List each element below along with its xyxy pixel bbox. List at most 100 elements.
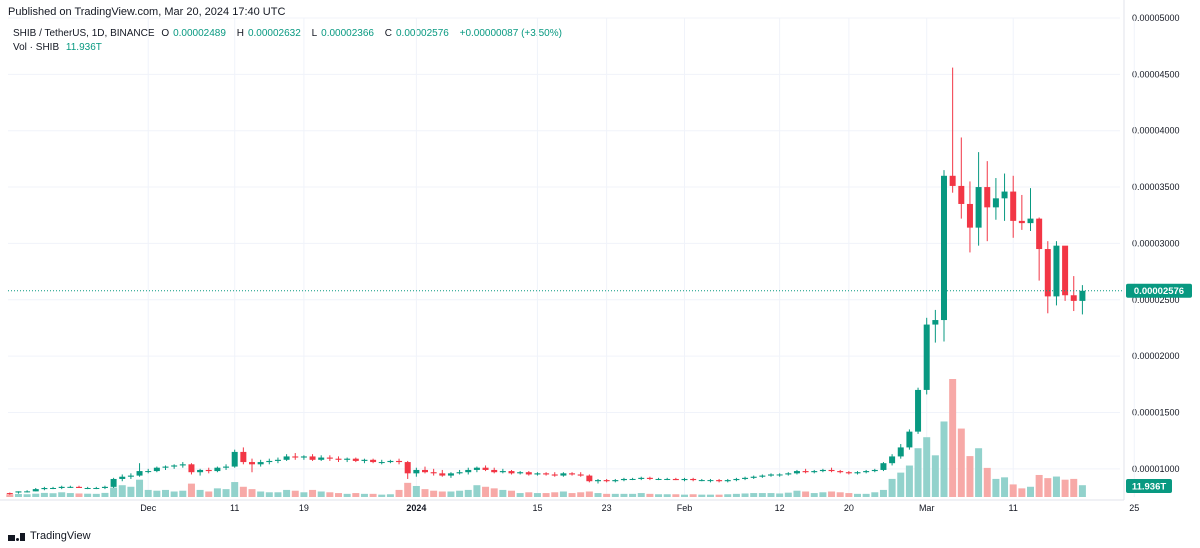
volume-bar — [577, 492, 585, 497]
candle-body — [1070, 295, 1077, 301]
candle-body — [465, 469, 472, 473]
volume-bar — [966, 456, 974, 497]
volume-bar — [404, 482, 412, 497]
volume-bar — [663, 494, 671, 497]
volume-bar — [758, 493, 766, 497]
candle-body — [249, 462, 255, 465]
volume-bar — [438, 491, 446, 497]
x-tick-label: 11 — [230, 503, 239, 513]
candle-body — [716, 480, 723, 482]
candle-body — [84, 487, 91, 489]
candle-body — [543, 473, 550, 475]
x-tick-label: Feb — [677, 503, 693, 513]
candle-body — [499, 471, 506, 473]
volume-bar — [897, 472, 905, 497]
y-tick-label: 0.00002000 — [1132, 351, 1180, 361]
candle-body — [205, 469, 212, 472]
high-label: H — [236, 28, 244, 39]
volume-bar — [1027, 486, 1034, 497]
volume-bar — [196, 489, 204, 497]
high-number: 0.00002632 — [247, 28, 301, 39]
candle-body — [145, 471, 152, 473]
candle-body — [32, 489, 39, 492]
volume-bar — [136, 479, 144, 497]
x-tick-label: 11 — [1009, 503, 1018, 513]
candle-body — [664, 478, 671, 480]
candle-body — [283, 456, 290, 460]
y-tick-label: 0.00001000 — [1132, 464, 1180, 474]
last-price-label: 0.00002576 — [1134, 286, 1184, 297]
candle-body — [569, 473, 576, 475]
volume-bar — [975, 448, 983, 497]
volume-bar — [162, 489, 169, 497]
candle-body — [482, 467, 489, 470]
volume-bar — [58, 492, 66, 497]
volume-bar — [784, 492, 792, 497]
candle-body — [880, 463, 887, 470]
volume-bar — [291, 490, 299, 497]
volume-bar — [1001, 477, 1009, 497]
x-tick-label: 20 — [844, 503, 854, 513]
candle-body — [223, 466, 230, 468]
candle-body — [6, 493, 13, 495]
candle-body — [776, 474, 783, 476]
volume-bar — [715, 494, 723, 497]
candle-body — [629, 478, 636, 480]
volume-bar — [551, 492, 559, 497]
candle-body — [292, 456, 299, 458]
volume-bar — [845, 493, 853, 497]
close-value: C 0.00002576 — [385, 28, 453, 39]
volume-bar — [879, 489, 887, 497]
candle-body — [958, 185, 965, 204]
candle-body — [620, 478, 627, 481]
volume-bar — [499, 489, 507, 497]
volume-bar — [585, 491, 593, 497]
candle-body — [119, 476, 126, 479]
candle-body — [992, 198, 999, 208]
volume-bar — [92, 493, 100, 497]
tradingview-logo-icon — [8, 531, 25, 541]
volume-bar — [343, 493, 351, 497]
candle-body — [413, 469, 420, 474]
candle-body — [1001, 191, 1008, 199]
candle-body — [932, 320, 939, 325]
symbol-title: SHIB / TetherUS, 1D, BINANCE — [13, 28, 155, 39]
volume-bar — [992, 478, 1000, 497]
volume-bar — [923, 437, 931, 497]
volume-bar — [257, 491, 265, 497]
candle-body — [915, 389, 922, 432]
volume-bar — [101, 492, 109, 497]
volume-bar — [378, 494, 386, 497]
candle-body — [638, 477, 645, 479]
x-tick-label: 25 — [1129, 503, 1139, 513]
volume-bar — [40, 492, 48, 497]
candle-body — [1036, 218, 1043, 250]
candle-body — [975, 187, 982, 228]
candle-body — [171, 465, 178, 467]
candle-body — [1027, 218, 1034, 224]
candle-body — [136, 471, 143, 476]
candle-body — [793, 471, 800, 474]
candle-body — [646, 477, 653, 479]
candle-body — [309, 456, 316, 460]
tradingview-logo[interactable]: TradingView — [8, 530, 91, 542]
volume-bar — [611, 493, 619, 497]
y-tick-label: 0.00004500 — [1132, 69, 1180, 79]
candle-body — [525, 472, 532, 475]
candle-body — [1079, 290, 1086, 301]
y-tick-label: 0.00002500 — [1132, 295, 1180, 305]
volume-bar — [187, 483, 195, 497]
candle-body — [811, 471, 818, 473]
candle-body — [266, 460, 273, 463]
candle-body — [456, 472, 463, 474]
candle-body — [387, 460, 394, 463]
volume-bar — [421, 489, 429, 497]
candle-body — [941, 175, 947, 321]
symbol-legend: SHIB / TetherUS, 1D, BINANCE O 0.00002489… — [13, 28, 566, 39]
volume-bar — [724, 494, 732, 497]
candle-body — [802, 471, 809, 473]
candle-body — [188, 464, 195, 473]
candle-body — [318, 457, 325, 460]
open-label: O — [161, 28, 170, 39]
